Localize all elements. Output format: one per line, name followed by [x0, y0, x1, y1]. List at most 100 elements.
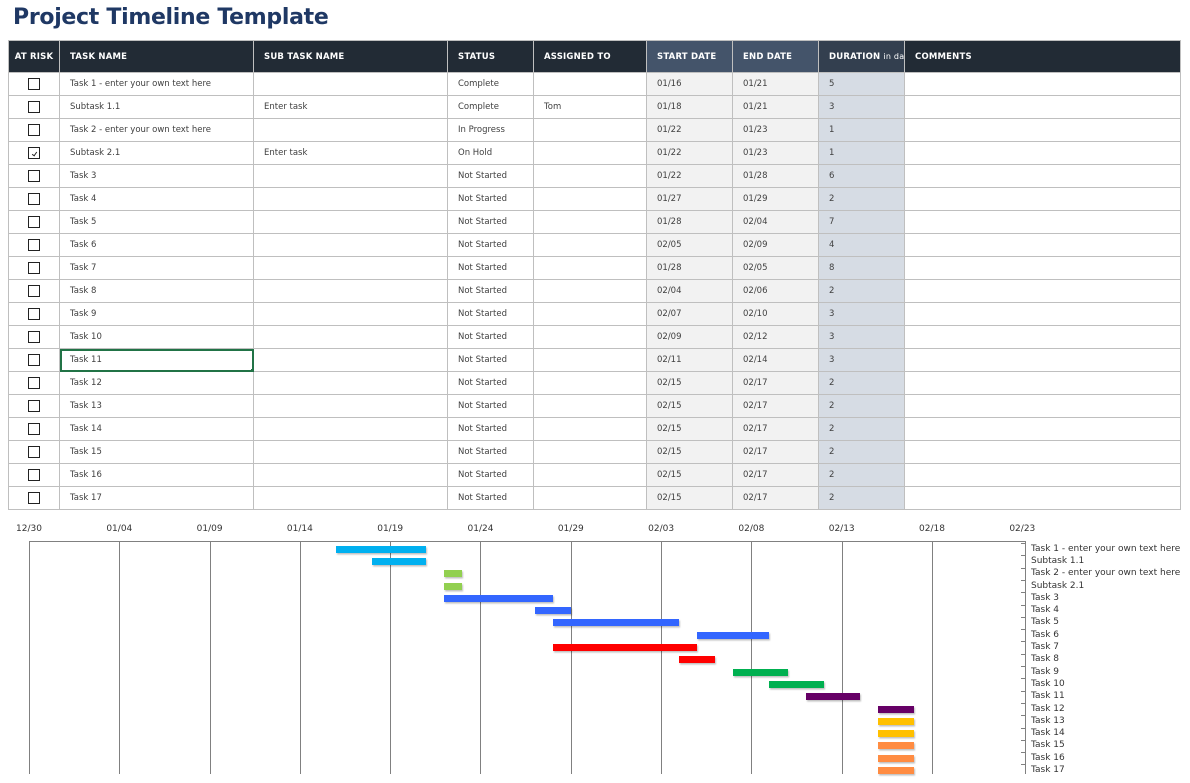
duration-cell[interactable]: 1 — [818, 141, 905, 165]
sub-task-name-cell[interactable] — [253, 440, 448, 464]
assigned-to-cell[interactable] — [533, 348, 647, 372]
at-risk-cell[interactable] — [8, 210, 60, 234]
end-date-cell[interactable]: 01/23 — [732, 141, 819, 165]
assigned-to-cell[interactable] — [533, 371, 647, 395]
col-header-start-date[interactable]: START DATE — [646, 40, 733, 73]
comments-cell[interactable] — [904, 95, 1181, 119]
at-risk-cell[interactable] — [8, 302, 60, 326]
gantt-bar[interactable] — [733, 668, 788, 676]
gantt-bar[interactable] — [444, 570, 463, 578]
task-name-cell[interactable]: Task 16 — [59, 463, 254, 487]
task-name-cell[interactable]: Task 4 — [59, 187, 254, 211]
status-cell[interactable]: Not Started — [447, 302, 534, 326]
at-risk-checkbox[interactable] — [28, 239, 40, 251]
assigned-to-cell[interactable] — [533, 164, 647, 188]
task-name-cell[interactable]: Subtask 1.1 — [59, 95, 254, 119]
assigned-to-cell[interactable] — [533, 256, 647, 280]
task-name-cell[interactable]: Task 10 — [59, 325, 254, 349]
gantt-bar[interactable] — [877, 742, 914, 750]
task-name-cell[interactable]: Task 11 — [59, 348, 254, 372]
sub-task-name-cell[interactable] — [253, 256, 448, 280]
comments-cell[interactable] — [904, 164, 1181, 188]
sub-task-name-cell[interactable] — [253, 210, 448, 234]
duration-cell[interactable]: 2 — [818, 440, 905, 464]
end-date-cell[interactable]: 01/21 — [732, 72, 819, 96]
at-risk-checkbox[interactable] — [28, 400, 40, 412]
fill-handle[interactable] — [251, 369, 253, 371]
at-risk-checkbox[interactable] — [28, 446, 40, 458]
at-risk-cell[interactable] — [8, 141, 60, 165]
sub-task-name-cell[interactable] — [253, 348, 448, 372]
duration-cell[interactable]: 4 — [818, 233, 905, 257]
sub-task-name-cell[interactable] — [253, 302, 448, 326]
task-name-cell[interactable]: Task 15 — [59, 440, 254, 464]
at-risk-cell[interactable] — [8, 325, 60, 349]
comments-cell[interactable] — [904, 463, 1181, 487]
start-date-cell[interactable]: 02/15 — [646, 417, 733, 441]
start-date-cell[interactable]: 02/15 — [646, 463, 733, 487]
sub-task-name-cell[interactable] — [253, 164, 448, 188]
start-date-cell[interactable]: 01/22 — [646, 118, 733, 142]
col-header-task-name[interactable]: TASK NAME — [59, 40, 254, 73]
duration-cell[interactable]: 3 — [818, 95, 905, 119]
sub-task-name-cell[interactable] — [253, 325, 448, 349]
comments-cell[interactable] — [904, 233, 1181, 257]
status-cell[interactable]: Not Started — [447, 417, 534, 441]
start-date-cell[interactable]: 01/16 — [646, 72, 733, 96]
task-name-cell[interactable]: Task 6 — [59, 233, 254, 257]
status-cell[interactable]: Not Started — [447, 486, 534, 510]
gantt-bar[interactable] — [444, 582, 463, 590]
at-risk-checkbox[interactable] — [28, 469, 40, 481]
duration-cell[interactable]: 2 — [818, 371, 905, 395]
status-cell[interactable]: Not Started — [447, 371, 534, 395]
gantt-bar[interactable] — [534, 607, 571, 615]
col-header-at-risk[interactable]: AT RISK — [8, 40, 60, 73]
duration-cell[interactable]: 2 — [818, 394, 905, 418]
at-risk-checkbox[interactable] — [28, 101, 40, 113]
start-date-cell[interactable]: 02/15 — [646, 371, 733, 395]
end-date-cell[interactable]: 01/23 — [732, 118, 819, 142]
at-risk-checkbox[interactable] — [28, 285, 40, 297]
at-risk-checkbox[interactable] — [28, 216, 40, 228]
comments-cell[interactable] — [904, 348, 1181, 372]
comments-cell[interactable] — [904, 279, 1181, 303]
end-date-cell[interactable]: 02/17 — [732, 394, 819, 418]
sub-task-name-cell[interactable] — [253, 371, 448, 395]
start-date-cell[interactable]: 02/07 — [646, 302, 733, 326]
duration-cell[interactable]: 6 — [818, 164, 905, 188]
start-date-cell[interactable]: 01/18 — [646, 95, 733, 119]
assigned-to-cell[interactable]: Tom — [533, 95, 647, 119]
task-name-cell[interactable]: Task 2 - enter your own text here — [59, 118, 254, 142]
status-cell[interactable]: On Hold — [447, 141, 534, 165]
end-date-cell[interactable]: 02/04 — [732, 210, 819, 234]
comments-cell[interactable] — [904, 256, 1181, 280]
status-cell[interactable]: Not Started — [447, 210, 534, 234]
comments-cell[interactable] — [904, 210, 1181, 234]
comments-cell[interactable] — [904, 417, 1181, 441]
task-name-cell[interactable]: Task 12 — [59, 371, 254, 395]
at-risk-cell[interactable] — [8, 164, 60, 188]
at-risk-cell[interactable] — [8, 440, 60, 464]
sub-task-name-cell[interactable] — [253, 394, 448, 418]
sub-task-name-cell[interactable] — [253, 118, 448, 142]
duration-cell[interactable]: 7 — [818, 210, 905, 234]
comments-cell[interactable] — [904, 394, 1181, 418]
at-risk-checkbox[interactable] — [28, 124, 40, 136]
start-date-cell[interactable]: 02/04 — [646, 279, 733, 303]
assigned-to-cell[interactable] — [533, 72, 647, 96]
col-header-end-date[interactable]: END DATE — [732, 40, 819, 73]
sub-task-name-cell[interactable] — [253, 417, 448, 441]
end-date-cell[interactable]: 01/21 — [732, 95, 819, 119]
sub-task-name-cell[interactable] — [253, 72, 448, 96]
at-risk-checkbox[interactable] — [28, 354, 40, 366]
comments-cell[interactable] — [904, 302, 1181, 326]
start-date-cell[interactable]: 01/22 — [646, 164, 733, 188]
assigned-to-cell[interactable] — [533, 233, 647, 257]
task-name-cell[interactable]: Task 3 — [59, 164, 254, 188]
task-name-cell[interactable]: Task 1 - enter your own text here — [59, 72, 254, 96]
gantt-bar[interactable] — [877, 754, 914, 762]
at-risk-cell[interactable] — [8, 371, 60, 395]
col-header-assigned-to[interactable]: ASSIGNED TO — [533, 40, 647, 73]
duration-cell[interactable]: 5 — [818, 72, 905, 96]
sub-task-name-cell[interactable] — [253, 187, 448, 211]
